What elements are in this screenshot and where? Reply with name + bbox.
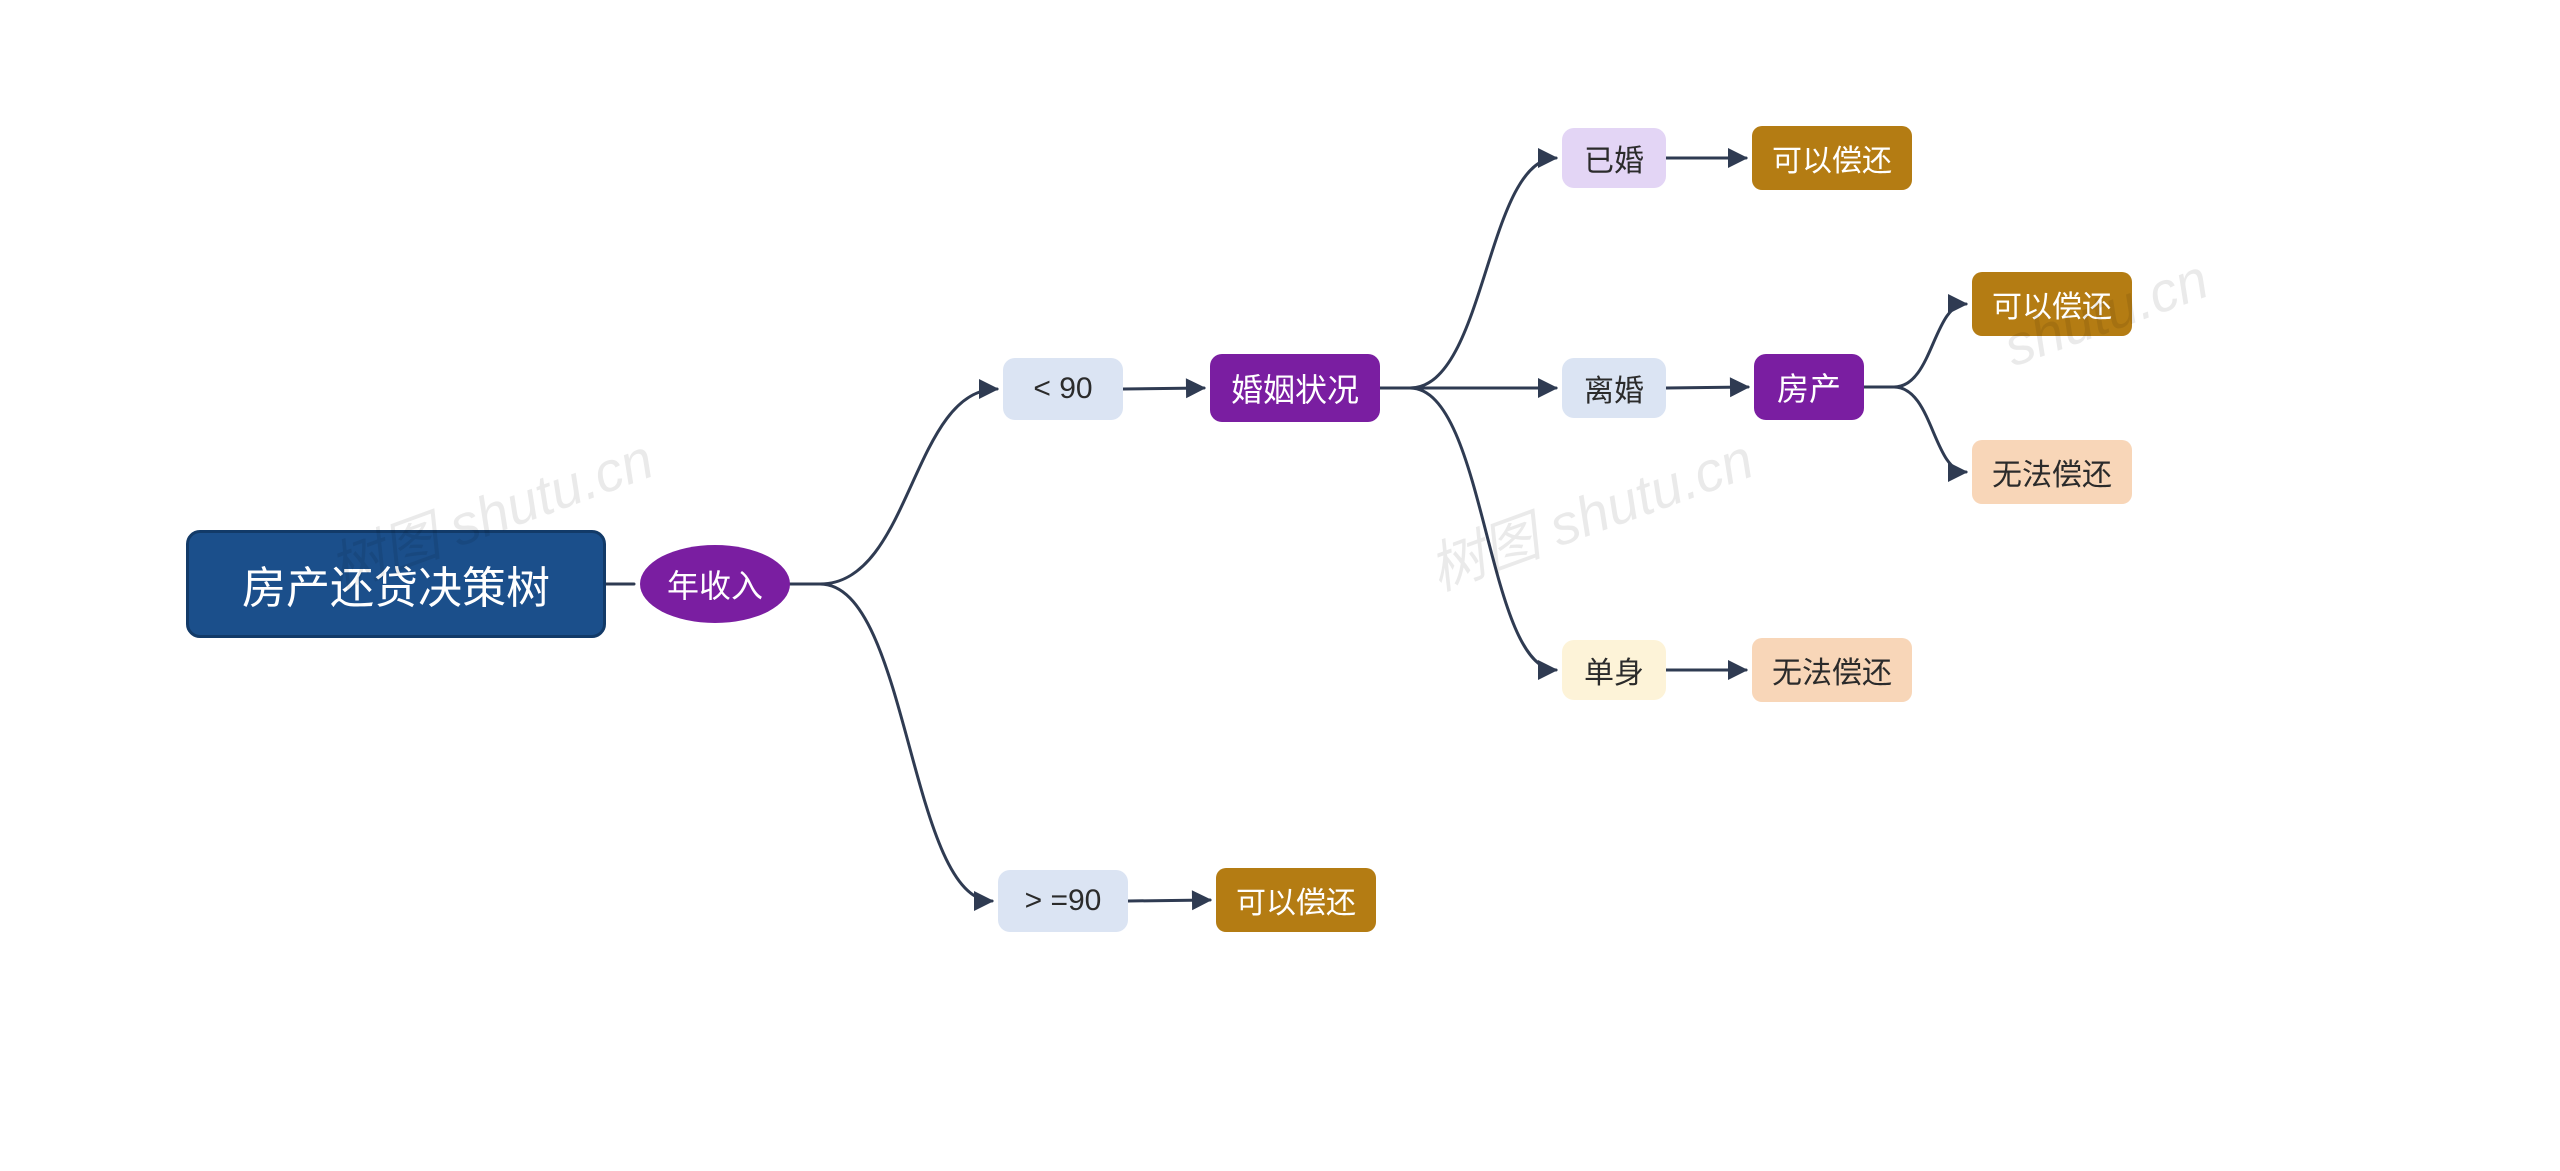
watermark: 树图 shutu.cn [1416, 414, 1763, 606]
node-label: 单身 [1584, 648, 1644, 692]
node-income: 年收入 [640, 545, 790, 623]
node-norepay_prop: 无法偿还 [1972, 440, 2132, 504]
node-divorced: 离婚 [1562, 358, 1666, 418]
node-marital: 婚姻状况 [1210, 354, 1380, 422]
node-gte90: > =90 [998, 870, 1128, 932]
node-married: 已婚 [1562, 128, 1666, 188]
node-label: 已婚 [1584, 136, 1644, 180]
node-property: 房产 [1754, 354, 1864, 420]
node-repay_gte90: 可以偿还 [1216, 868, 1376, 932]
node-label: < 90 [1033, 372, 1092, 406]
diagram-canvas: 房产还贷决策树年收入< 90> =90婚姻状况可以偿还已婚离婚单身可以偿还房产无… [0, 0, 2560, 1171]
node-label: 年收入 [667, 561, 763, 607]
node-label: 无法偿还 [1772, 648, 1892, 692]
node-single: 单身 [1562, 640, 1666, 700]
node-label: 可以偿还 [1236, 878, 1356, 922]
node-label: 可以偿还 [1992, 282, 2112, 326]
node-norepay_single: 无法偿还 [1752, 638, 1912, 702]
node-repay_married: 可以偿还 [1752, 126, 1912, 190]
node-label: 房产还贷决策树 [242, 552, 550, 616]
node-label: 婚姻状况 [1231, 365, 1359, 411]
node-root: 房产还贷决策树 [186, 530, 606, 638]
node-label: > =90 [1025, 884, 1102, 918]
node-label: 可以偿还 [1772, 136, 1892, 180]
node-lt90: < 90 [1003, 358, 1123, 420]
node-label: 无法偿还 [1992, 450, 2112, 494]
node-label: 离婚 [1584, 366, 1644, 410]
node-label: 房产 [1777, 364, 1841, 410]
node-repay_prop: 可以偿还 [1972, 272, 2132, 336]
